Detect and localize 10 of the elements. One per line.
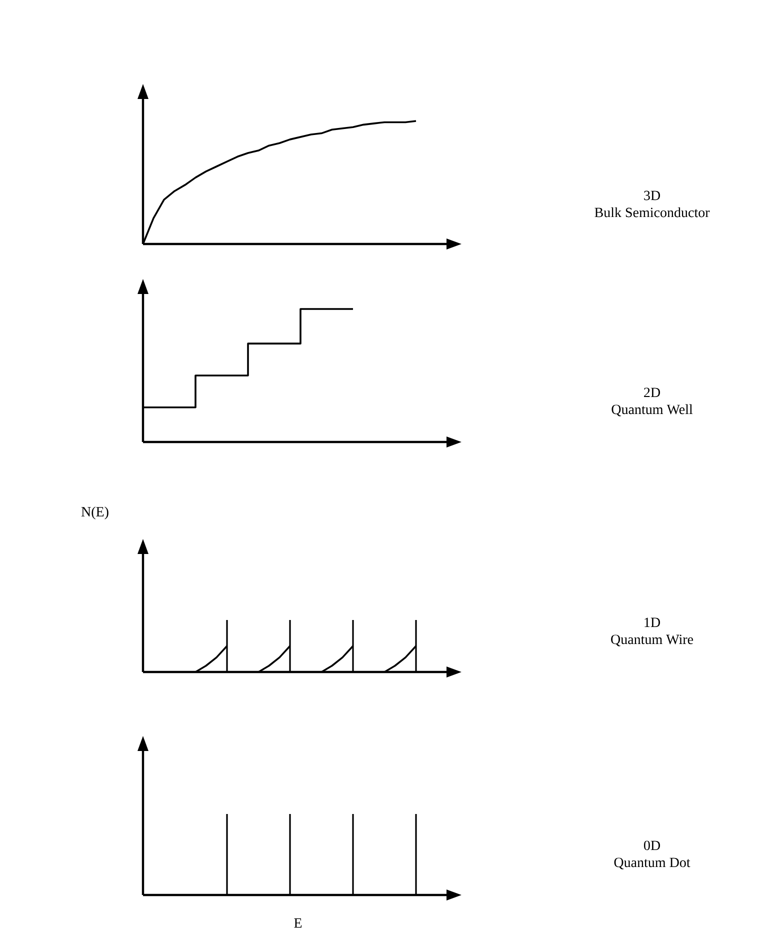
text: 3D: [644, 190, 660, 200]
text: 1D: [644, 618, 660, 628]
text: Bulk Semiconductor: [594, 207, 710, 218]
text: Quantum Dot: [614, 858, 690, 870]
x-axis-title: E: [294, 918, 302, 928]
text: 2D: [644, 388, 660, 398]
y-axis-title: N(E): [81, 506, 108, 520]
text: Quantum Well: [612, 404, 693, 416]
text: 0D: [644, 840, 660, 850]
text: Quantum Wire: [611, 634, 694, 646]
